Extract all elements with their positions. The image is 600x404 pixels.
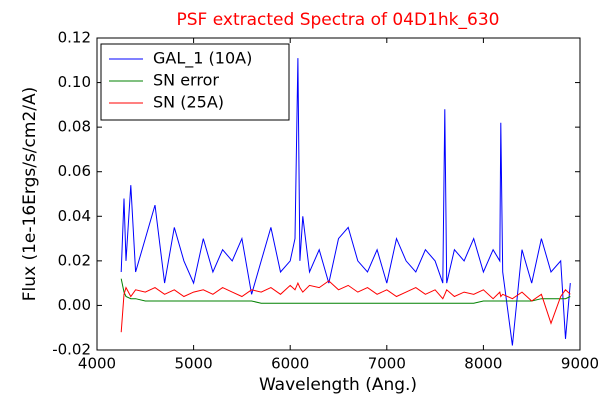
y-tick-label: 0.06: [58, 162, 91, 180]
y-tick-label: 0.00: [58, 296, 91, 314]
plot-frame: [96, 37, 581, 351]
x-tick-label: 6000: [271, 355, 309, 373]
x-tick-label: 7000: [368, 355, 406, 373]
legend-label: GAL_1 (10A): [153, 49, 252, 69]
y-tick-label: 0.02: [58, 251, 91, 269]
legend-label: SN error: [153, 71, 219, 90]
legend-box: [100, 43, 290, 121]
y-tick-label: 0.10: [58, 73, 91, 91]
y-tick-label: 0.08: [58, 118, 91, 136]
y-axis-label: Flux (1e-16Ergs/s/cm2/A): [20, 87, 40, 302]
x-tick-label: 8000: [464, 355, 502, 373]
y-tick-label: 0.04: [58, 207, 91, 225]
x-tick-label: 4000: [78, 355, 116, 373]
chart-title: PSF extracted Spectra of 04D1hk_630: [177, 10, 500, 30]
x-tick-label: 9000: [561, 355, 599, 373]
legend-label: SN (25A): [153, 93, 224, 112]
y-tick-label: -0.02: [52, 341, 91, 359]
y-tick-label: 0.12: [58, 29, 91, 47]
x-axis-label: Wavelength (Ang.): [259, 375, 417, 395]
series-line: [120, 58, 571, 346]
series-line: [120, 278, 571, 304]
series-line: [120, 280, 571, 333]
x-tick-label: 5000: [175, 355, 213, 373]
